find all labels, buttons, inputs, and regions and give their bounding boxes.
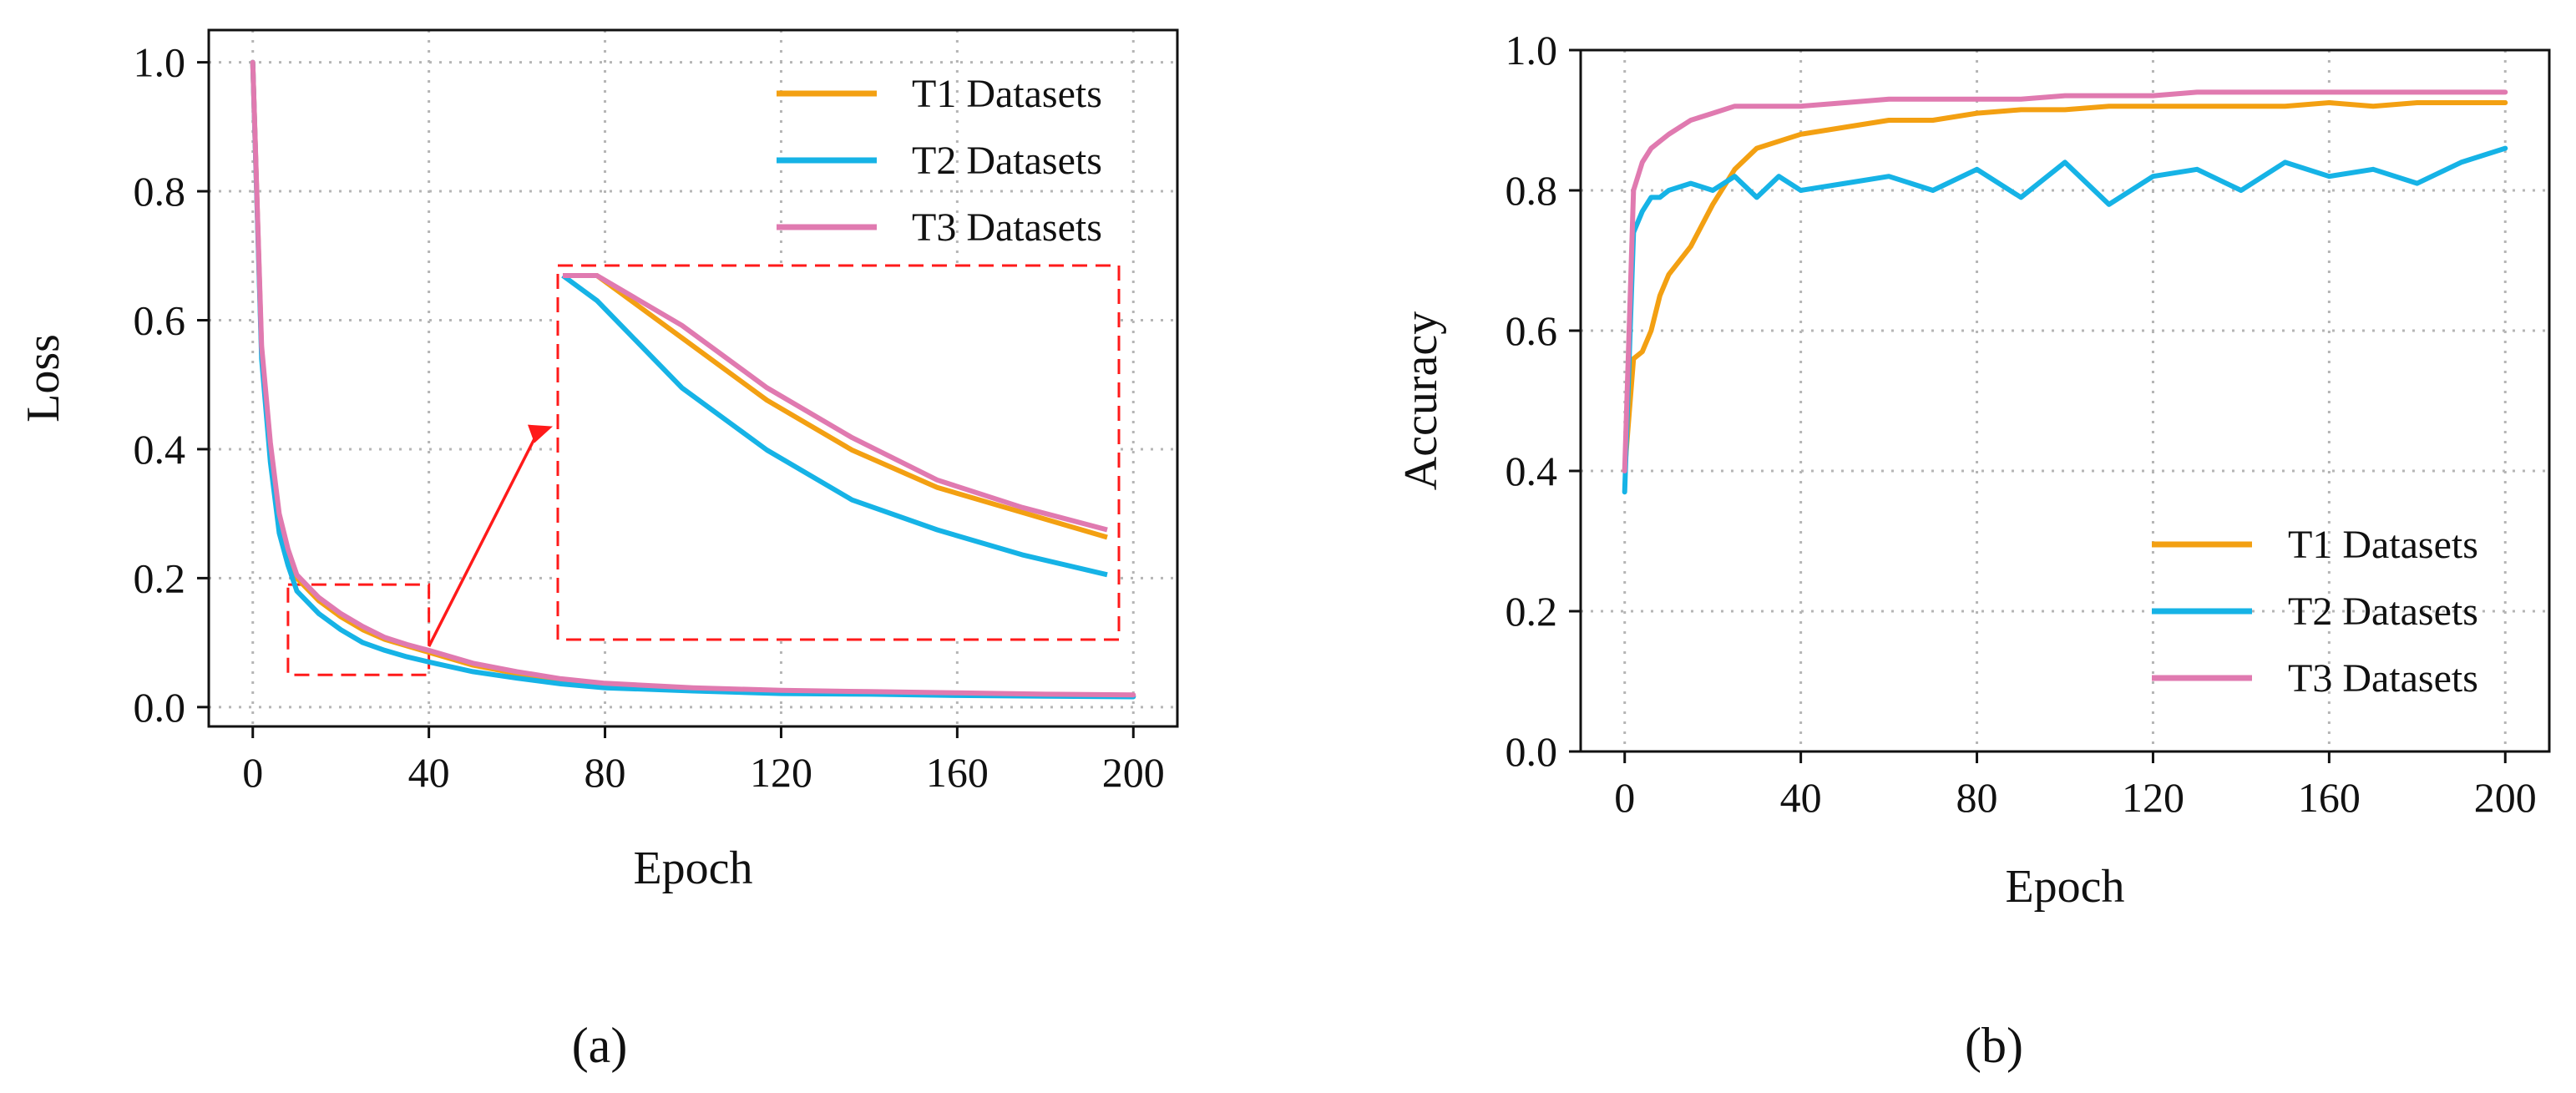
accuracy-x-ticks: 0 40 80 120 160 200 — [1614, 751, 2537, 821]
loss-x-ticks: 0 40 80 120 160 200 — [242, 726, 1165, 796]
accuracy-y-tick-label: 0.2 — [1506, 588, 1558, 635]
loss-inset-series-line-t3 — [563, 273, 1108, 533]
loss-series-line-t3 — [250, 59, 1136, 698]
accuracy-x-axis-label: Epoch — [2005, 861, 2124, 913]
accuracy-legend: T1 Datasets T2 Datasets T3 Datasets — [2152, 523, 2478, 701]
loss-y-axis-label: Loss — [18, 334, 69, 423]
loss-y-ticks: 0.0 0.2 0.4 0.6 0.8 1.0 — [134, 39, 209, 731]
loss-legend-label-t1: T1 Datasets — [912, 72, 1102, 116]
loss-x-tick-label: 200 — [1102, 749, 1165, 796]
accuracy-x-tick-label: 80 — [1956, 774, 1998, 821]
loss-legend-label-t2: T2 Datasets — [912, 139, 1102, 183]
accuracy-y-tick-label: 0.4 — [1506, 448, 1558, 494]
loss-series-group — [250, 59, 1136, 700]
accuracy-chart: 0 40 80 120 160 200 0.00.20.40.60.81.0 Epoch … — [1395, 27, 2551, 1073]
accuracy-series-line-t2 — [1622, 145, 2508, 495]
loss-x-axis-label: Epoch — [633, 843, 752, 894]
loss-grid — [209, 30, 1177, 726]
loss-inset-series-line-t2 — [561, 273, 1108, 578]
accuracy-y-tick-label: 0.0 — [1506, 728, 1558, 775]
loss-zoom-inset-frame — [556, 264, 1121, 641]
accuracy-x-tick-label: 200 — [2474, 774, 2537, 821]
loss-x-tick-label: 40 — [408, 749, 450, 796]
loss-x-tick-label: 120 — [750, 749, 812, 796]
panel-label-b: (b) — [1965, 1018, 2023, 1073]
loss-series-line-t2 — [250, 59, 1136, 700]
loss-y-tick-label: 0.8 — [134, 168, 186, 215]
loss-y-tick-label: 0.6 — [134, 297, 186, 344]
accuracy-y-tick-label: 1.0 — [1506, 27, 1558, 73]
accuracy-x-tick-label: 40 — [1780, 774, 1822, 821]
loss-x-tick-label: 160 — [926, 749, 989, 796]
accuracy-y-axis-label: Accuracy — [1395, 311, 1447, 491]
loss-y-tick-label: 0.4 — [134, 426, 186, 473]
accuracy-y-tick-label: 0.6 — [1506, 307, 1558, 354]
accuracy-series-line-t1 — [1622, 100, 2508, 473]
loss-zoom-arrowhead — [528, 424, 553, 443]
accuracy-x-tick-label: 120 — [2122, 774, 2184, 821]
loss-zoom-arrow — [428, 431, 539, 647]
loss-zoom-indicators — [286, 583, 431, 676]
loss-x-tick-label: 0 — [242, 749, 263, 796]
accuracy-x-tick-label: 160 — [2298, 774, 2361, 821]
accuracy-legend-label-t3: T3 Datasets — [2288, 656, 2478, 701]
loss-legend-label-t3: T3 Datasets — [912, 205, 1102, 250]
accuracy-plot-background — [1581, 50, 2549, 751]
loss-legend: T1 Datasets T2 Datasets T3 Datasets — [777, 72, 1102, 250]
loss-y-tick-label: 0.2 — [134, 554, 186, 601]
loss-zoom-inset — [428, 264, 1121, 647]
accuracy-x-tick-label: 0 — [1614, 774, 1635, 821]
accuracy-y-tick-label: 0.8 — [1506, 167, 1558, 214]
accuracy-legend-label-t2: T2 Datasets — [2288, 590, 2478, 634]
accuracy-plot-frame — [1579, 48, 2551, 753]
accuracy-legend-label-t1: T1 Datasets — [2288, 523, 2478, 567]
loss-zoom-source-box — [286, 583, 431, 676]
accuracy-series-line-t3 — [1622, 89, 2508, 473]
accuracy-series-group — [1622, 89, 2508, 495]
accuracy-y-ticks: 0.0 0.2 0.4 0.6 0.8 1.0 — [1506, 27, 1581, 775]
loss-x-tick-label: 80 — [585, 749, 626, 796]
panel-label-a: (a) — [572, 1018, 628, 1073]
loss-chart: 0 40 80 120 160 200 0.00.20.40.60.81.0 Epoch … — [18, 28, 1179, 1073]
loss-y-tick-label: 1.0 — [134, 39, 186, 86]
loss-plot-frame — [207, 28, 1179, 728]
loss-y-tick-label: 0.0 — [134, 684, 186, 731]
